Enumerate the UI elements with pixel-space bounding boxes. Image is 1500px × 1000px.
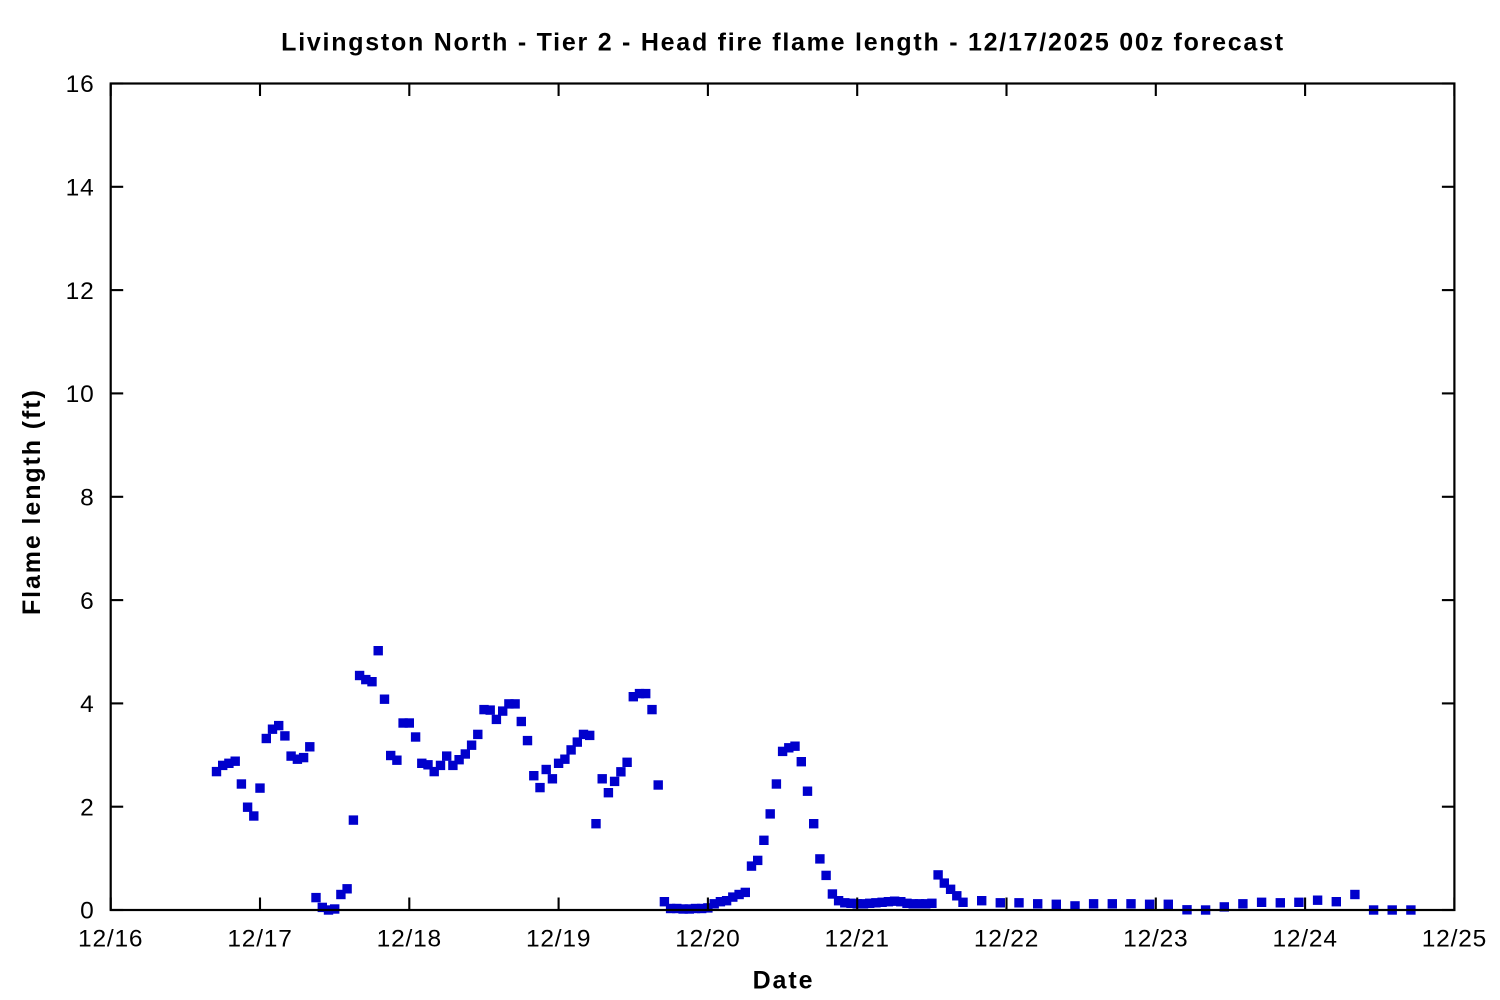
svg-text:8: 8	[80, 484, 94, 511]
svg-text:4: 4	[80, 691, 94, 718]
svg-text:Flame length (ft): Flame length (ft)	[18, 388, 46, 615]
svg-text:2: 2	[80, 794, 94, 821]
svg-text:12/17: 12/17	[227, 926, 292, 953]
svg-text:6: 6	[80, 588, 94, 615]
svg-text:12/21: 12/21	[825, 926, 890, 953]
svg-text:10: 10	[66, 381, 95, 408]
svg-text:Date: Date	[753, 967, 815, 995]
svg-text:14: 14	[66, 175, 95, 202]
svg-text:16: 16	[66, 71, 95, 98]
svg-text:12: 12	[66, 278, 95, 305]
svg-text:12/18: 12/18	[377, 926, 442, 953]
svg-text:12/19: 12/19	[526, 926, 591, 953]
svg-text:12/16: 12/16	[78, 926, 143, 953]
svg-text:12/25: 12/25	[1422, 926, 1487, 953]
svg-text:12/24: 12/24	[1272, 926, 1337, 953]
svg-text:Livingston North - Tier 2 - He: Livingston North - Tier 2 - Head fire fl…	[281, 29, 1285, 57]
svg-text:0: 0	[80, 898, 94, 925]
svg-text:12/20: 12/20	[675, 926, 740, 953]
svg-text:12/22: 12/22	[974, 926, 1039, 953]
svg-text:12/23: 12/23	[1123, 926, 1188, 953]
